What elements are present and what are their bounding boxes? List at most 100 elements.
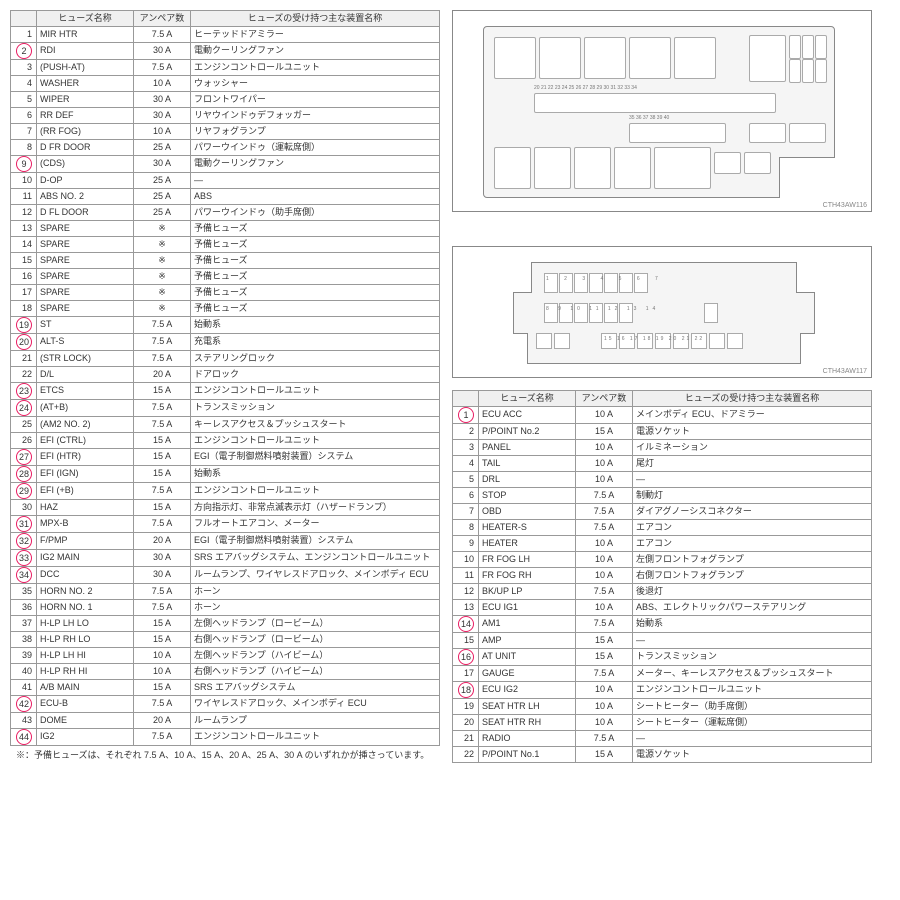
fuse-name: WIPER: [37, 92, 134, 108]
fuse-desc: 始動系: [191, 317, 440, 334]
table-row: 12BK/UP LP7.5 A後退灯: [453, 584, 872, 600]
fuse-desc: 制動灯: [633, 488, 872, 504]
fuse-name: DRL: [479, 472, 576, 488]
fuse-desc: 始動系: [633, 616, 872, 633]
fuse-amp: 20 A: [134, 367, 191, 383]
fuse-desc: ホーン: [191, 600, 440, 616]
row-index: 18: [11, 301, 37, 317]
table-row: 7(RR FOG)10 Aリヤフォグランプ: [11, 124, 440, 140]
row-index: 12: [453, 584, 479, 600]
fuse-desc: 予備ヒューズ: [191, 269, 440, 285]
row-index: 17: [11, 285, 37, 301]
table-row: 12D FL DOOR25 Aパワーウインドゥ（助手席側）: [11, 205, 440, 221]
fuse-amp: 15 A: [576, 633, 633, 649]
fuse-desc: 右側ヘッドランプ（ロービーム）: [191, 632, 440, 648]
fuse-amp: 10 A: [576, 699, 633, 715]
fuse-name: OBD: [479, 504, 576, 520]
fuse-amp: 15 A: [576, 649, 633, 666]
fuse-amp: 7.5 A: [576, 616, 633, 633]
table-row: 29EFI (+B)7.5 Aエンジンコントロールユニット: [11, 483, 440, 500]
fuse-desc: 電源ソケット: [633, 747, 872, 763]
fuse-name: AT UNIT: [479, 649, 576, 666]
row-index: 17: [453, 666, 479, 682]
fuse-amp: 7.5 A: [576, 520, 633, 536]
row-index: 25: [11, 417, 37, 433]
table-row: 20SEAT HTR RH10 Aシートヒーター（運転席側）: [453, 715, 872, 731]
row-index: 4: [453, 456, 479, 472]
fuse-desc: —: [191, 173, 440, 189]
col-idx-2: [453, 391, 479, 407]
row-index: 32: [11, 533, 37, 550]
fuse-amp: 10 A: [576, 472, 633, 488]
row-index: 36: [11, 600, 37, 616]
row-index: 39: [11, 648, 37, 664]
fuse-name: FR FOG RH: [479, 568, 576, 584]
fuse-name: DOME: [37, 713, 134, 729]
fuse-name: EFI (HTR): [37, 449, 134, 466]
fuse-name: D-OP: [37, 173, 134, 189]
row-index: 11: [453, 568, 479, 584]
row-index: 41: [11, 680, 37, 696]
table-row: 27EFI (HTR)15 AEGI（電子制御燃料噴射装置）システム: [11, 449, 440, 466]
fuse-desc: 右側フロントフォグランプ: [633, 568, 872, 584]
table-row: 9(CDS)30 A電動クーリングファン: [11, 156, 440, 173]
fuse-amp: 7.5 A: [134, 600, 191, 616]
row-index: 9: [453, 536, 479, 552]
fuse-desc: EGI（電子制御燃料噴射装置）システム: [191, 449, 440, 466]
fuse-desc: ホーン: [191, 584, 440, 600]
fuse-name: HAZ: [37, 500, 134, 516]
fuse-amp: 15 A: [134, 632, 191, 648]
fuse-name: H-LP LH HI: [37, 648, 134, 664]
fuse-desc: フルオートエアコン、メーター: [191, 516, 440, 533]
fuse-name: EFI (+B): [37, 483, 134, 500]
fuse-name: RADIO: [479, 731, 576, 747]
fuse-amp: 10 A: [134, 124, 191, 140]
diagram-1-label: CTH43AW116: [823, 202, 867, 209]
fuse-amp: 30 A: [134, 92, 191, 108]
col-name-2: ヒューズ名称: [479, 391, 576, 407]
fuse-amp: ※: [134, 221, 191, 237]
row-index: 16: [453, 649, 479, 666]
table-row: 1MIR HTR7.5 Aヒーテッドドアミラー: [11, 27, 440, 43]
table-row: 30HAZ15 A方向指示灯、非常点滅表示灯（ハザードランプ）: [11, 500, 440, 516]
row-index: 2: [11, 43, 37, 60]
fuse-desc: —: [633, 731, 872, 747]
fuse-amp: 7.5 A: [134, 729, 191, 746]
table-row: 26EFI (CTRL)15 Aエンジンコントロールユニット: [11, 433, 440, 449]
fuse-amp: 30 A: [134, 156, 191, 173]
fuse-name: AMP: [479, 633, 576, 649]
fuse-name: D/L: [37, 367, 134, 383]
table-row: 37H-LP LH LO15 A左側ヘッドランプ（ロービーム）: [11, 616, 440, 632]
row-index: 21: [11, 351, 37, 367]
fuse-name: PANEL: [479, 440, 576, 456]
fuse-desc: エアコン: [633, 520, 872, 536]
fuse-amp: 10 A: [576, 568, 633, 584]
row-index: 44: [11, 729, 37, 746]
row-index: 19: [453, 699, 479, 715]
row-index: 6: [453, 488, 479, 504]
fuse-desc: 電動クーリングファン: [191, 43, 440, 60]
table-row: 11ABS NO. 225 AABS: [11, 189, 440, 205]
fuse-amp: 10 A: [576, 552, 633, 568]
fuse-name: F/PMP: [37, 533, 134, 550]
row-index: 20: [453, 715, 479, 731]
table-row: 19SEAT HTR LH10 Aシートヒーター（助手席側）: [453, 699, 872, 715]
table-row: 43DOME20 Aルームランプ: [11, 713, 440, 729]
fuse-name: MPX-B: [37, 516, 134, 533]
table-row: 3(PUSH-AT)7.5 Aエンジンコントロールユニット: [11, 60, 440, 76]
fuse-amp: 15 A: [134, 383, 191, 400]
fuse-name: H-LP RH HI: [37, 664, 134, 680]
col-desc-2: ヒューズの受け持つ主な装置名称: [633, 391, 872, 407]
fuse-desc: —: [633, 633, 872, 649]
fuse-desc: エンジンコントロールユニット: [191, 60, 440, 76]
table-row: 16AT UNIT15 Aトランスミッション: [453, 649, 872, 666]
fuse-name: HEATER-S: [479, 520, 576, 536]
col-desc: ヒューズの受け持つ主な装置名称: [191, 11, 440, 27]
row-index: 12: [11, 205, 37, 221]
fuse-name: ETCS: [37, 383, 134, 400]
table-row: 31MPX-B7.5 Aフルオートエアコン、メーター: [11, 516, 440, 533]
row-index: 14: [11, 237, 37, 253]
row-index: 7: [453, 504, 479, 520]
row-index: 13: [453, 600, 479, 616]
table-row: 42ECU-B7.5 Aワイヤレスドアロック、メインボディ ECU: [11, 696, 440, 713]
